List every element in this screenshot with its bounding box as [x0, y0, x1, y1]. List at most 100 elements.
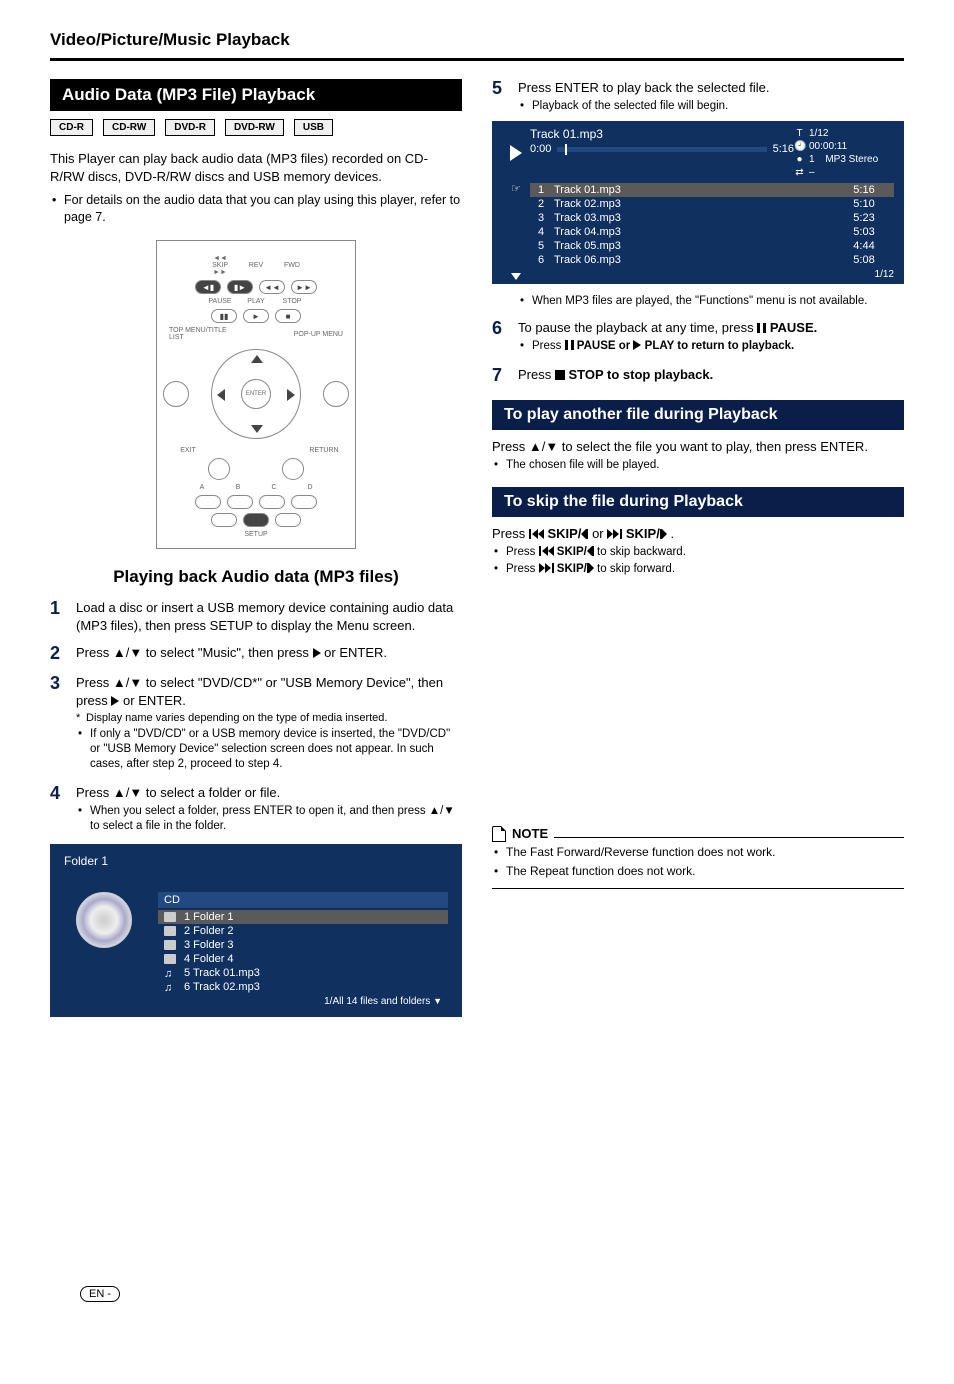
step-6-bullet: Press PAUSE or PLAY to return to playbac…: [518, 339, 904, 354]
rev-button[interactable]: ◄◄: [259, 280, 285, 294]
right-column: 5 Press ENTER to play back the selected …: [492, 79, 904, 1017]
badge-dvdr: DVD-R: [165, 119, 215, 136]
list-item[interactable]: 2 Folder 2: [158, 924, 448, 938]
step-6: 6 To pause the playback at any time, pre…: [492, 319, 904, 355]
play-icon: [633, 340, 641, 350]
remote-diagram: ◄◄ SKIP ►► REV FWD ◄▮ ▮► ◄◄ ►► PAUSE PLA…: [156, 240, 356, 549]
step-4-bullet: When you select a folder, press ENTER to…: [76, 804, 462, 834]
badge-dvdrw: DVD-RW: [225, 119, 284, 136]
step-5-note: When MP3 files are played, the "Function…: [518, 294, 904, 309]
skip-fwd-button[interactable]: ▮►: [227, 280, 253, 294]
list-item[interactable]: 4 Folder 4: [158, 952, 448, 966]
table-row[interactable]: 6 Track 06.mp3 5:08: [530, 253, 894, 267]
pause-button[interactable]: ▮▮: [211, 309, 237, 323]
skip-fwd-icon: [607, 529, 622, 539]
folder-status: 1/All 14 files and folders ▼: [158, 994, 448, 1007]
note-item: The Fast Forward/Reverse function does n…: [492, 844, 904, 860]
step-3-bullet: If only a "DVD/CD" or a USB memory devic…: [76, 727, 462, 772]
folder-icon: [164, 926, 176, 936]
badge-usb: USB: [294, 119, 333, 136]
note-title: NOTE: [512, 826, 548, 841]
frame-back-icon: [587, 546, 594, 556]
skip-bullet-1: Press SKIP/ to skip backward.: [492, 545, 904, 560]
page-title: Video/Picture/Music Playback: [50, 30, 904, 50]
folder-icon: [164, 954, 176, 964]
pause-icon: [757, 323, 766, 333]
table-row[interactable]: 4 Track 04.mp3 5:03: [530, 225, 894, 239]
color-b-button[interactable]: [227, 495, 253, 509]
table-row[interactable]: 1 Track 01.mp3 5:16: [530, 183, 894, 197]
subsection-play-another: To play another file during Playback: [492, 400, 904, 430]
note-item: The Repeat function does not work.: [492, 863, 904, 879]
folder-icon: [164, 912, 176, 922]
table-row[interactable]: 5 Track 05.mp3 4:44: [530, 239, 894, 253]
step-5: 5 Press ENTER to play back the selected …: [492, 79, 904, 115]
skip-text: Press SKIP/ or SKIP/ .: [492, 525, 904, 543]
step-2-text-b: or ENTER.: [324, 645, 387, 660]
note-icon: [492, 826, 506, 842]
step-3-text-b: or ENTER.: [123, 693, 186, 708]
step-3: 3 Press ▲/▼ to select "DVD/CD*" or "USB …: [50, 674, 462, 774]
list-item[interactable]: ♫ 5 Track 01.mp3: [158, 966, 448, 980]
step-7: 7 Press STOP to stop playback.: [492, 366, 904, 386]
title-rule: [50, 58, 904, 61]
left-column: Audio Data (MP3 File) Playback CD-R CD-R…: [50, 79, 462, 1017]
stop-button[interactable]: ■: [275, 309, 301, 323]
folder-category: CD: [158, 892, 448, 908]
step-2-text-a: Press ▲/▼ to select "Music", then press: [76, 645, 313, 660]
play-state-icon: [502, 127, 530, 179]
enter-button[interactable]: ENTER: [241, 379, 271, 409]
page-indicator: 1/12: [530, 267, 894, 280]
list-item[interactable]: ♫ 6 Track 02.mp3: [158, 980, 448, 994]
dpad[interactable]: ENTER: [211, 349, 301, 439]
skip-back-button[interactable]: ◄▮: [195, 280, 221, 294]
skip-back-icon: [539, 546, 554, 556]
intro-text: This Player can play back audio data (MP…: [50, 150, 462, 186]
badge-cdr: CD-R: [50, 119, 93, 136]
frame-fwd-icon: [660, 529, 667, 539]
pointer-icon: ☞: [502, 182, 530, 195]
table-row[interactable]: 3 Track 03.mp3 5:23: [530, 211, 894, 225]
track-list: 1 Track 01.mp3 5:16 2 Track 02.mp3 5:10 …: [530, 183, 894, 267]
total-time: 5:16: [773, 143, 794, 155]
intro-bullet: For details on the audio data that you c…: [50, 192, 462, 226]
color-d-button[interactable]: [291, 495, 317, 509]
folder-panel: Folder 1 CD 1 Folder 1 2 Folder 2: [50, 844, 462, 1017]
list-item[interactable]: 3 Folder 3: [158, 938, 448, 952]
play-button[interactable]: ►: [243, 309, 269, 323]
skip-fwd-icon: [539, 563, 554, 573]
top-menu-button[interactable]: [163, 381, 189, 407]
frame-fwd-icon: [587, 563, 594, 573]
subsection-heading: Playing back Audio data (MP3 files): [50, 567, 462, 587]
subsection-skip: To skip the file during Playback: [492, 487, 904, 517]
folder-icon: [164, 940, 176, 950]
table-row[interactable]: 2 Track 02.mp3 5:10: [530, 197, 894, 211]
fwd-button[interactable]: ►►: [291, 280, 317, 294]
step-3-asterisk: Display name varies depending on the typ…: [76, 711, 462, 725]
color-c-button[interactable]: [259, 495, 285, 509]
step-4: 4 Press ▲/▼ to select a folder or file. …: [50, 784, 462, 835]
skip-back-icon: [529, 529, 544, 539]
step-5-bullet: Playback of the selected file will begin…: [518, 99, 904, 114]
scroll-down-icon[interactable]: [511, 273, 521, 280]
list-item[interactable]: 1 Folder 1: [158, 910, 448, 924]
playback-panel: Track 01.mp3 0:00 5:16 T1/12 🕘00:00:11 ●…: [492, 121, 904, 284]
frame-back-icon: [581, 529, 588, 539]
music-icon: ♫: [164, 982, 176, 992]
step-1-text: Load a disc or insert a USB memory devic…: [76, 600, 453, 633]
progress-bar[interactable]: [557, 147, 766, 152]
language-badge: EN -: [80, 1286, 120, 1302]
now-playing: Track 01.mp3: [530, 127, 794, 141]
note-box: NOTE The Fast Forward/Reverse function d…: [492, 837, 904, 889]
stop-icon: [555, 370, 565, 380]
media-badges: CD-R CD-RW DVD-R DVD-RW USB: [50, 119, 462, 136]
badge-cdrw: CD-RW: [103, 119, 155, 136]
return-button[interactable]: [282, 458, 304, 480]
color-a-button[interactable]: [195, 495, 221, 509]
step-4-text: Press ▲/▼ to select a folder or file.: [76, 785, 280, 800]
setup-button[interactable]: [243, 513, 269, 527]
exit-button[interactable]: [208, 458, 230, 480]
popup-menu-button[interactable]: [323, 381, 349, 407]
step-5-text: Press ENTER to play back the selected fi…: [518, 80, 769, 95]
play-icon: [111, 696, 119, 706]
